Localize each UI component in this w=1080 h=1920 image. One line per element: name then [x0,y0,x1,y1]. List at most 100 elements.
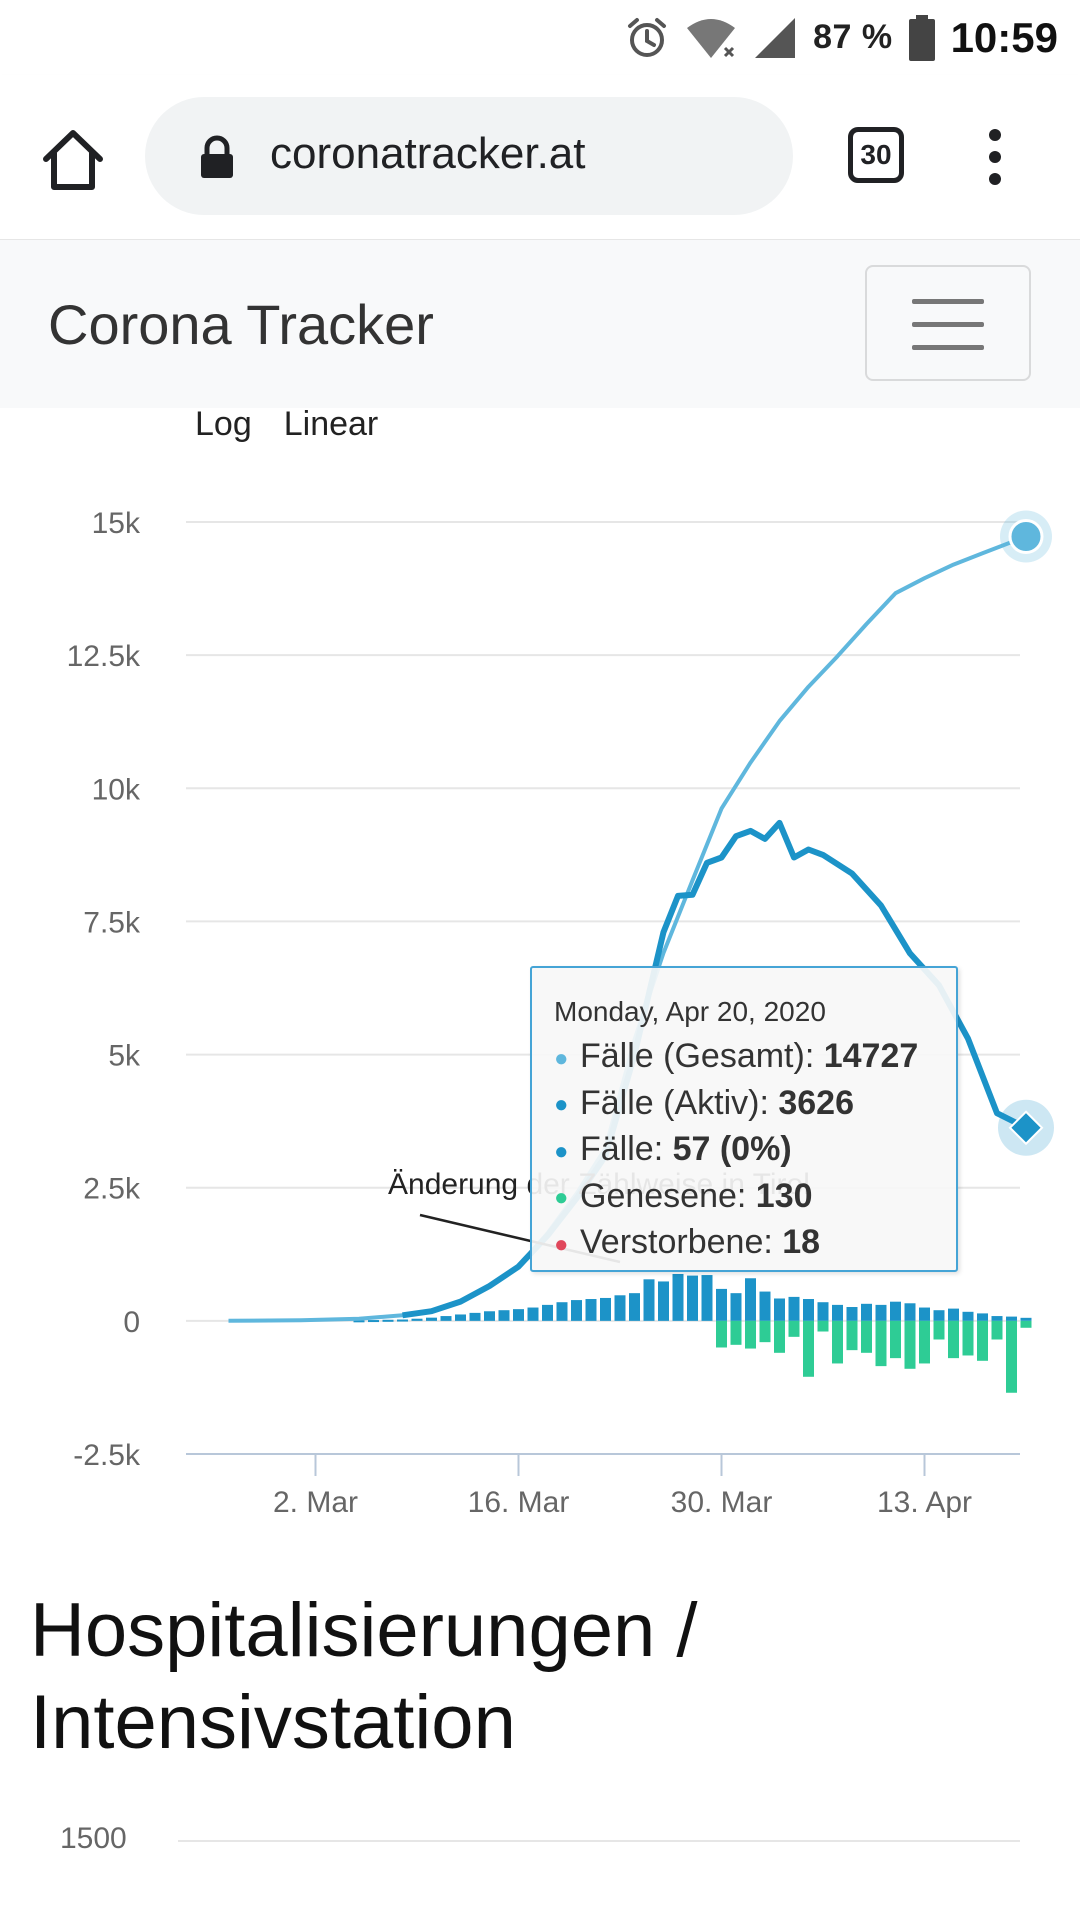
daily-cases-bar [991,1316,1003,1321]
clock-time: 10:59 [950,13,1058,61]
tooltip-value: 57 (0%) [672,1130,792,1169]
tooltip-value: 18 [782,1223,821,1262]
recovered-bar [861,1320,872,1353]
daily-cases-bar [440,1316,452,1321]
y-tick-label: 15k [92,507,141,540]
cell-signal-icon [755,17,796,58]
daily-cases-bar [774,1298,785,1321]
chart-markers [998,510,1054,1156]
daily-cases-bar [730,1293,742,1321]
recovered-bar [788,1320,800,1337]
recovered-bar [745,1320,756,1349]
daily-cases-bar [585,1299,597,1321]
recovered-bar [1006,1320,1017,1393]
alarm-icon [628,17,667,57]
daily-cases-bar [933,1310,945,1321]
scale-toggle: Log Linear [195,405,378,444]
y-tick-label: 0 [123,1306,140,1339]
site-brand[interactable]: Corona Tracker [48,293,434,356]
daily-cases-bar [875,1304,887,1321]
recovered-bar [832,1320,843,1364]
x-axis: 2. Mar 16. Mar 30. Mar 13. Apr [273,1454,972,1519]
daily-cases-bar [484,1311,495,1321]
daily-cases-bar [426,1317,437,1321]
tooltip-row: ● Fälle (Aktiv): 3626 [554,1081,934,1128]
recovered-bar [730,1320,742,1345]
x-tick-label: 13. Apr [877,1486,972,1519]
daily-cases-bar [527,1307,539,1321]
log-scale-button[interactable]: Log [195,405,252,443]
recovered-bar [948,1320,959,1359]
recovered-bar [759,1320,771,1343]
daily-cases-bar [658,1281,669,1321]
tooltip-rows: ● Fälle (Gesamt): 14727 ● Fälle (Aktiv): 36… [554,1034,934,1267]
daily-cases-bar [817,1302,829,1321]
daily-cases-bar [513,1309,524,1321]
tooltip-label: Verstorbene: [580,1223,783,1262]
hamburger-menu-button[interactable] [865,265,1031,381]
x-tick-label: 16. Mar [468,1486,570,1519]
daily-cases-bar [890,1301,901,1321]
chart-grid: 15k 12.5k 10k 7.5k 5k 2.5k 0 -2.5k [67,507,1020,1472]
daily-cases-bar [919,1307,930,1321]
daily-cases-bar [614,1295,626,1321]
daily-cases-bar [556,1302,568,1321]
tooltip-row: ● Fälle (Gesamt): 14727 [554,1034,934,1081]
tab-switcher-button[interactable]: 30 [848,127,904,183]
chart2-gridline [178,1840,1020,1842]
daily-cases-bar [948,1308,959,1321]
more-vert-icon[interactable] [980,125,1010,189]
daily-cases-bar [353,1320,365,1323]
heading-line-2: Intensivstation [30,1680,516,1765]
daily-cases-bar [861,1303,872,1321]
tooltip-row: ● Fälle: 57 (0%) [554,1127,934,1174]
tooltip-row: ● Genesene: 130 [554,1174,934,1221]
daily-cases-bar [803,1299,814,1321]
tooltip-value: 130 [755,1176,813,1215]
legend-dot-icon: ● [554,1184,569,1212]
legend-dot-icon: ● [554,1137,569,1165]
home-icon[interactable] [38,125,108,195]
recovered-bar [933,1320,945,1340]
battery-percent: 87 % [813,18,893,56]
daily-cases-bar [832,1304,843,1321]
tooltip-label: Genesene: [580,1176,756,1215]
browser-toolbar: coronatracker.at 30 [0,75,1080,240]
total-endpoint-marker [1008,519,1044,555]
recovered-bar [875,1320,887,1367]
status-bar-right: 87 % 10:59 [625,10,1058,65]
chart2-y-tick: 1500 [60,1822,127,1855]
recovered-bar [817,1320,829,1332]
status-bar: 87 % 10:59 [0,0,1080,75]
battery-icon [908,14,935,61]
legend-dot-icon: ● [554,1044,569,1072]
wifi-icon [687,18,736,58]
daily-cases-bar [977,1313,988,1321]
x-tick-label: 30. Mar [671,1486,773,1519]
tab-count: 30 [860,139,892,170]
recovered-bar [919,1320,930,1364]
daily-cases-bar [962,1311,974,1321]
chart-bars [353,1273,1032,1393]
tooltip-label: Fälle (Aktiv): [580,1083,779,1122]
tooltip-label: Fälle (Gesamt): [580,1037,824,1075]
daily-cases-bar [1020,1317,1032,1321]
recovered-bar [846,1320,858,1351]
linear-scale-button[interactable]: Linear [283,405,379,443]
site-navbar: Corona Tracker [0,240,1080,408]
legend-dot-icon: ● [554,1091,569,1119]
daily-cases-bar [600,1297,611,1321]
recovered-bar [962,1320,974,1356]
recovered-bar [991,1320,1003,1340]
daily-cases-bar [1006,1316,1017,1321]
tooltip-value: 14727 [823,1037,919,1075]
tooltip-row: ● Verstorbene: 18 [554,1220,934,1267]
daily-cases-bar [571,1300,582,1321]
recovered-bar [977,1320,988,1361]
hospitalization-heading: Hospitalisierungen / Intensivstation [30,1585,698,1769]
recovered-bar [774,1320,785,1353]
daily-cases-bar [788,1296,800,1321]
heading-line-1: Hospitalisierungen / [30,1588,698,1673]
address-bar[interactable]: coronatracker.at [145,97,793,215]
y-tick-label: 5k [108,1040,141,1073]
